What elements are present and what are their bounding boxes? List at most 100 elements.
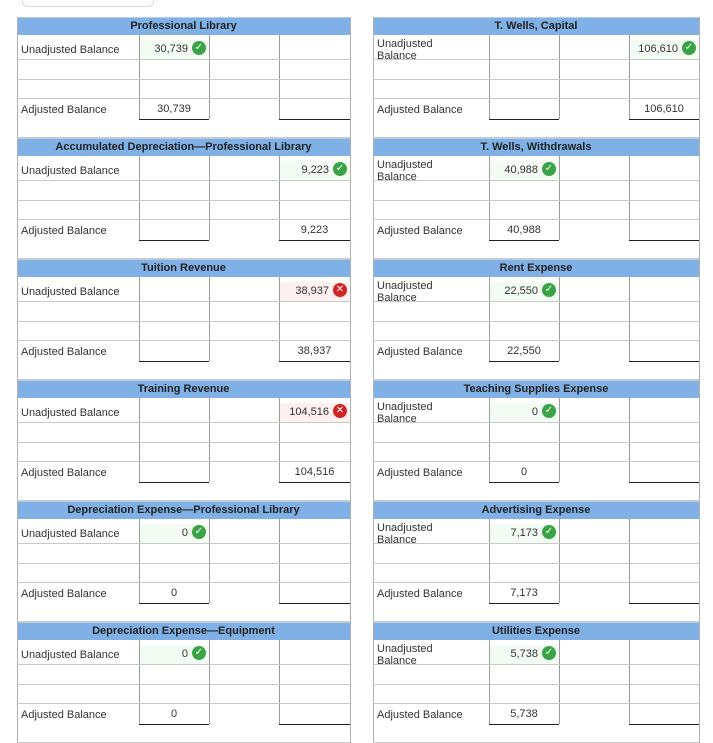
row-divider: [373, 621, 699, 622]
total-underline: [279, 361, 350, 362]
unadjusted-credit-input[interactable]: [280, 524, 350, 543]
entry-input[interactable]: [140, 423, 209, 442]
total-underline: [139, 240, 209, 241]
entry-input[interactable]: [490, 201, 559, 220]
unadjusted-debit-input[interactable]: [140, 403, 209, 422]
unadjusted-credit-input[interactable]: [630, 524, 699, 543]
entry-input[interactable]: [140, 443, 209, 462]
adjusted-label: Adjusted Balance: [377, 225, 463, 237]
entry-input[interactable]: [630, 181, 699, 200]
entry-input[interactable]: [140, 665, 209, 684]
account-title-text: Accumulated Depreciation—Professional Li…: [55, 141, 312, 153]
entry-input[interactable]: [630, 544, 699, 563]
entry-input[interactable]: [140, 80, 209, 99]
entry-input[interactable]: [140, 181, 209, 200]
total-underline: [279, 603, 350, 604]
unadjusted-debit-input[interactable]: 30,739 ✓: [140, 40, 209, 59]
entry-input[interactable]: [140, 201, 209, 220]
unadjusted-debit-input[interactable]: 22,550 ✓: [490, 282, 559, 301]
entry-input[interactable]: [490, 302, 559, 321]
entry-input[interactable]: [630, 564, 699, 583]
entry-input[interactable]: [140, 322, 209, 341]
unadjusted-debit-input[interactable]: 0 ✓: [140, 524, 209, 543]
entry-input[interactable]: [280, 665, 350, 684]
entry-input[interactable]: [140, 302, 209, 321]
row-divider: [373, 137, 699, 138]
entry-input[interactable]: [490, 443, 559, 462]
total-underline: [489, 603, 559, 604]
unadjusted-credit-input[interactable]: 106,610 ✓: [630, 40, 699, 59]
entry-input[interactable]: [630, 665, 699, 684]
entry-input[interactable]: [630, 685, 699, 704]
entry-input[interactable]: [490, 80, 559, 99]
entry-input[interactable]: [280, 322, 350, 341]
unadjusted-credit-input[interactable]: 104,516 ✕: [280, 403, 350, 422]
entry-input[interactable]: [280, 60, 350, 79]
entry-input[interactable]: [140, 685, 209, 704]
unadjusted-debit-input[interactable]: [140, 161, 209, 180]
unadjusted-credit-input[interactable]: 38,937 ✕: [280, 282, 350, 301]
entry-input[interactable]: [280, 181, 350, 200]
entry-input[interactable]: [490, 423, 559, 442]
check-circle-icon: ✓: [682, 41, 696, 56]
unadjusted-debit-input[interactable]: 0 ✓: [140, 645, 209, 664]
unadjusted-label-line1: Unadjusted: [377, 38, 433, 50]
unadjusted-debit-input[interactable]: [490, 40, 559, 59]
account-professional-library: Professional Library Unadjusted Balance Ad…: [17, 17, 351, 138]
row-divider: [17, 461, 350, 462]
entry-input[interactable]: [140, 544, 209, 563]
unadjusted-credit-input[interactable]: [630, 645, 699, 664]
entry-input[interactable]: [140, 564, 209, 583]
entry-input[interactable]: [630, 302, 699, 321]
panel-left-border: [373, 17, 374, 138]
cell-value: 106,610: [638, 43, 678, 55]
entry-input[interactable]: [490, 181, 559, 200]
entry-input[interactable]: [490, 544, 559, 563]
entry-input[interactable]: [280, 544, 350, 563]
unadjusted-debit-input[interactable]: [140, 282, 209, 301]
account-t-wells-capital: T. Wells, Capital Unadjusted Balance Adjust…: [373, 17, 700, 138]
entry-input[interactable]: [630, 443, 699, 462]
column-divider: [489, 398, 490, 482]
unadjusted-credit-input[interactable]: [630, 282, 699, 301]
entry-input[interactable]: [280, 201, 350, 220]
entry-input[interactable]: [490, 564, 559, 583]
entry-input[interactable]: [280, 302, 350, 321]
unadjusted-credit-input[interactable]: [630, 403, 699, 422]
account-title: Tuition Revenue: [17, 259, 350, 277]
entry-input[interactable]: [630, 322, 699, 341]
adjusted-credit-value: 106,610: [644, 103, 684, 115]
entry-input[interactable]: [280, 443, 350, 462]
row-divider: [17, 200, 350, 201]
entry-input[interactable]: [280, 80, 350, 99]
row-divider: [373, 422, 699, 423]
unadjusted-debit-input[interactable]: 5,738 ✓: [490, 645, 559, 664]
entry-input[interactable]: [630, 201, 699, 220]
unadjusted-label: Unadjusted Balance: [21, 649, 120, 661]
entry-input[interactable]: [630, 423, 699, 442]
unadjusted-credit-input[interactable]: [280, 645, 350, 664]
unadjusted-debit-input[interactable]: 7,173 ✓: [490, 524, 559, 543]
unadjusted-debit-input[interactable]: 40,988 ✓: [490, 161, 559, 180]
adjusted-label: Adjusted Balance: [21, 225, 107, 237]
entry-input[interactable]: [490, 685, 559, 704]
account-title-text: Depreciation Expense—Professional Librar…: [67, 504, 300, 516]
unadjusted-credit-input[interactable]: [280, 40, 350, 59]
entry-input[interactable]: [490, 60, 559, 79]
entry-input[interactable]: [490, 322, 559, 341]
entry-input[interactable]: [140, 60, 209, 79]
row-divider: [17, 180, 350, 181]
unadjusted-debit-input[interactable]: 0 ✓: [490, 403, 559, 422]
entry-input[interactable]: [280, 685, 350, 704]
check-circle-icon: ✓: [333, 162, 347, 177]
column-divider: [629, 277, 630, 361]
unadjusted-credit-input[interactable]: [630, 161, 699, 180]
entry-input[interactable]: [280, 423, 350, 442]
entry-input[interactable]: [490, 665, 559, 684]
unadjusted-credit-input[interactable]: 9,223 ✓: [280, 161, 350, 180]
entry-input[interactable]: [630, 80, 699, 99]
entry-input[interactable]: [630, 60, 699, 79]
row-divider: [373, 461, 699, 462]
total-underline: [629, 240, 699, 241]
entry-input[interactable]: [280, 564, 350, 583]
